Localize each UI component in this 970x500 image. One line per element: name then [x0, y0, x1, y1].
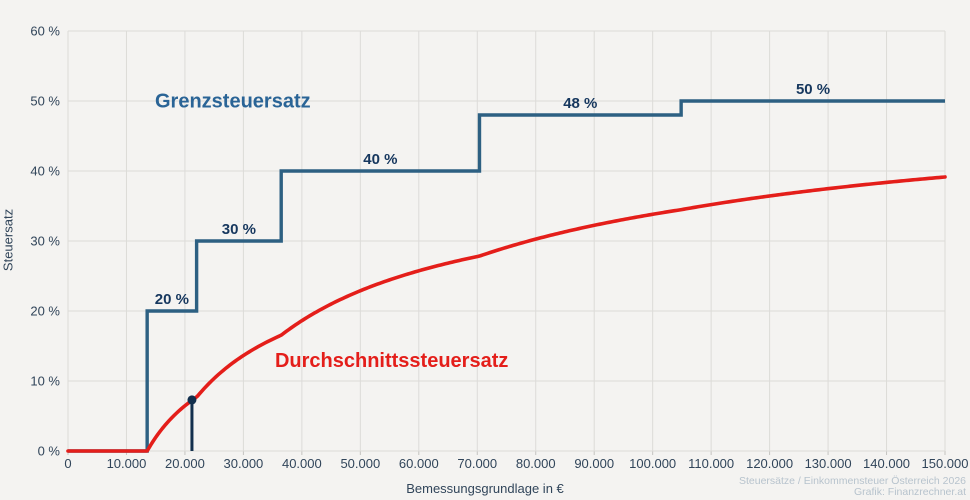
- y-tick-label: 30 %: [30, 234, 60, 249]
- x-tick-label: 90.000: [574, 456, 614, 471]
- y-tick-label: 10 %: [30, 374, 60, 389]
- marginal-rate-step-line: [68, 99, 945, 453]
- x-tick-label: 150.000: [922, 456, 969, 471]
- x-tick-label: 10.000: [107, 456, 147, 471]
- y-tick-label: 40 %: [30, 164, 60, 179]
- attribution-line-2: Grafik: Finanzrechner.at: [853, 486, 966, 498]
- x-tick-label: 130.000: [805, 456, 852, 471]
- x-tick-label: 140.000: [863, 456, 910, 471]
- series-label-grenzsteuersatz: Grenzsteuersatz: [155, 90, 311, 112]
- x-tick-label: 120.000: [746, 456, 793, 471]
- attribution-line-1: Steuersätze / Einkommensteuer Österreich…: [738, 475, 966, 487]
- x-axis-title: Bemessungsgrundlage in €: [406, 481, 564, 496]
- marker-dot: [187, 395, 197, 405]
- y-tick-label: 20 %: [30, 304, 60, 319]
- y-tick-label: 0 %: [38, 444, 61, 459]
- series-label-durchschnittssteuersatz: Durchschnittssteuersatz: [275, 350, 508, 372]
- x-tick-label: 20.000: [165, 456, 205, 471]
- bracket-rate-label: 40 %: [363, 151, 397, 168]
- bracket-rate-label: 48 %: [563, 95, 597, 112]
- y-tick-label: 60 %: [30, 24, 60, 39]
- x-tick-label: 30.000: [224, 456, 264, 471]
- bracket-rate-label: 50 %: [796, 81, 830, 98]
- x-tick-label: 80.000: [516, 456, 556, 471]
- bracket-rate-label: 20 %: [155, 291, 189, 308]
- x-tick-label: 60.000: [399, 456, 439, 471]
- y-axis-title: Steuersatz: [0, 208, 16, 272]
- x-tick-label: 70.000: [457, 456, 497, 471]
- x-tick-label: 50.000: [340, 456, 380, 471]
- average-rate-curve: [66, 175, 947, 453]
- bracket-rate-label: 30 %: [222, 221, 256, 238]
- x-tick-label: 110.000: [688, 456, 734, 471]
- x-tick-label: 40.000: [282, 456, 322, 471]
- y-tick-label: 50 %: [30, 94, 60, 109]
- x-tick-label: 100.000: [629, 456, 676, 471]
- x-tick-label: 0: [64, 456, 71, 471]
- attribution: Steuersätze / Einkommensteuer Österreich…: [739, 476, 966, 498]
